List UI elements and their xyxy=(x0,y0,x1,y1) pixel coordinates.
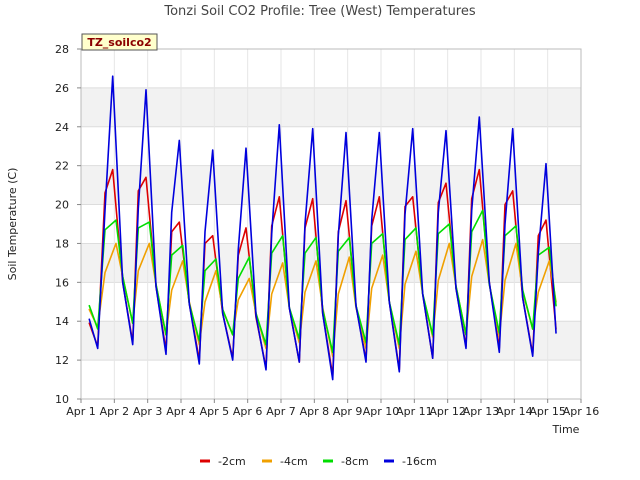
y-tick-label: 28 xyxy=(55,43,69,56)
x-tick-label: Apr 9 xyxy=(333,405,363,418)
y-tick-label: 12 xyxy=(55,354,69,367)
x-tick-label: Apr 5 xyxy=(200,405,230,418)
badge-text: TZ_soilco2 xyxy=(87,36,151,49)
x-tick-label: Apr 2 xyxy=(100,405,130,418)
x-tick-label: Apr 15 xyxy=(529,405,566,418)
legend: -2cm -4cm -8cm -16cm xyxy=(200,455,437,468)
y-tick-label: 18 xyxy=(55,237,69,250)
plot-frame xyxy=(80,48,582,400)
x-tick-label: Apr 13 xyxy=(463,405,500,418)
plot-band xyxy=(81,87,581,127)
x-tick-label: Apr 4 xyxy=(166,405,196,418)
y-tick-label: 14 xyxy=(55,315,69,328)
y-tick-label: 20 xyxy=(55,199,69,212)
series-line-16cm xyxy=(88,75,557,381)
legend-label: -8cm xyxy=(341,455,369,468)
y-tick-label: 26 xyxy=(55,82,69,95)
series-lines xyxy=(88,75,557,381)
plot-band xyxy=(81,321,581,361)
x-tick-label: Apr 16 xyxy=(563,405,600,418)
y-axis: 10 12 14 16 18 20 22 24 26 28 xyxy=(55,43,81,406)
y-tick-label: 10 xyxy=(55,393,69,406)
plot-band xyxy=(81,165,581,205)
x-axis: Apr 1 Apr 2 Apr 3 Apr 4 Apr 5 Apr 6 Apr 7 Apr 8… xyxy=(66,399,599,418)
x-tick-label: Apr 6 xyxy=(233,405,263,418)
plot-background xyxy=(81,87,581,361)
x-tick-label: Apr 12 xyxy=(429,405,466,418)
legend-label: -16cm xyxy=(402,455,437,468)
plot-band xyxy=(81,243,581,283)
x-tick-label: Apr 1 xyxy=(66,405,96,418)
x-tick-label: Apr 8 xyxy=(300,405,330,418)
legend-label: -2cm xyxy=(218,455,246,468)
x-tick-label: Apr 11 xyxy=(396,405,433,418)
y-axis-label: Soil Temperature (C) xyxy=(6,168,19,281)
x-tick-label: Apr 10 xyxy=(363,405,400,418)
badge: TZ_soilco2 xyxy=(81,33,158,51)
x-tick-label: Apr 14 xyxy=(496,405,533,418)
x-tick-label: Apr 7 xyxy=(266,405,296,418)
y-tick-label: 24 xyxy=(55,121,69,134)
y-tick-label: 16 xyxy=(55,276,69,289)
y-tick-label: 22 xyxy=(55,160,69,173)
legend-label: -4cm xyxy=(280,455,308,468)
chart-title: Tonzi Soil CO2 Profile: Tree (West) Temp… xyxy=(163,4,476,19)
x-axis-label: Time xyxy=(552,423,580,436)
x-tick-label: Apr 3 xyxy=(133,405,163,418)
